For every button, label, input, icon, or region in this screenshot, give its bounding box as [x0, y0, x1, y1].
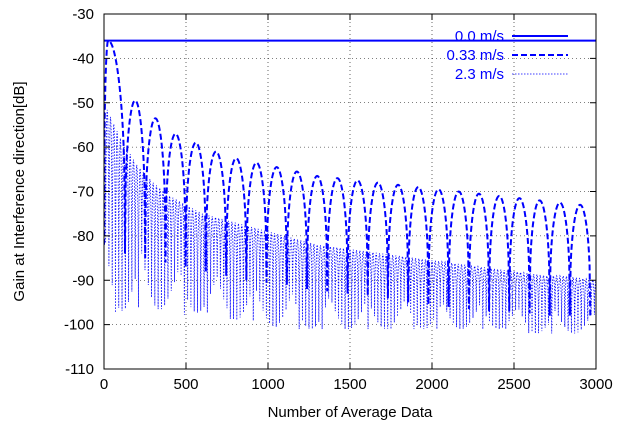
y-tick-label: -50 — [72, 95, 94, 112]
y-axis-title: Gain at Interference direction[dB] — [11, 81, 28, 301]
x-tick-label: 3000 — [579, 376, 612, 393]
x-tick-label: 2000 — [415, 376, 448, 393]
axis-ticks: 0 500 1000 1500 2000 2500 3000 -110 -100 -90 -80 -7… — [64, 6, 613, 393]
series-lines — [104, 39, 596, 334]
x-tick-label: 1500 — [333, 376, 366, 393]
y-tick-label: -30 — [72, 6, 94, 23]
legend: 0.0 m/s 0.33 m/s 2.3 m/s — [446, 28, 568, 83]
y-tick-label: -100 — [64, 317, 94, 334]
legend-label: 0.33 m/s — [446, 47, 504, 64]
y-tick-label: -110 — [65, 361, 94, 378]
x-tick-label: 1000 — [251, 376, 284, 393]
series-line-0-33-m-s — [104, 39, 592, 316]
x-axis-title: Number of Average Data — [268, 404, 433, 421]
y-tick-label: -60 — [72, 139, 94, 156]
legend-label: 0.0 m/s — [455, 28, 504, 45]
y-tick-label: -90 — [72, 272, 94, 289]
y-tick-label: -80 — [72, 228, 94, 245]
legend-label: 2.3 m/s — [455, 66, 504, 83]
x-tick-label: 500 — [173, 376, 198, 393]
x-tick-label: 0 — [100, 376, 108, 393]
x-tick-label: 2500 — [497, 376, 530, 393]
y-tick-label: -40 — [72, 50, 94, 67]
y-tick-label: -70 — [72, 184, 94, 201]
